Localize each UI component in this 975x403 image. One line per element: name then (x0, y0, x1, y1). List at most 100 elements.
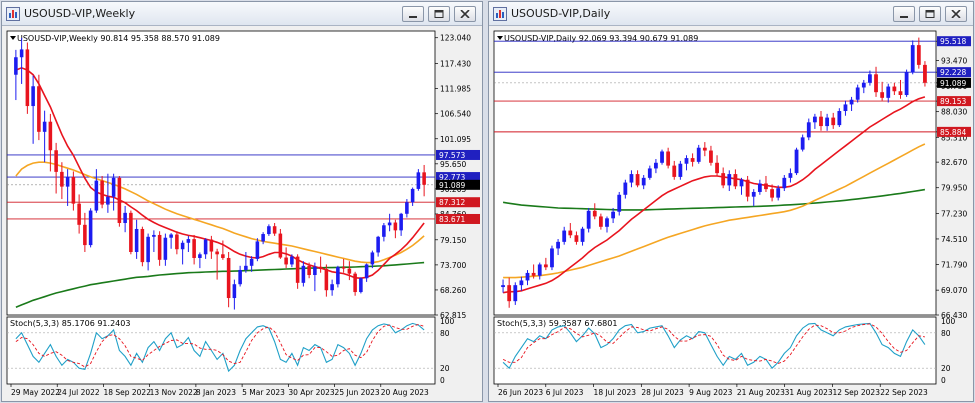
candle-body (209, 239, 214, 252)
candle-body (393, 222, 398, 231)
price-tag-label: 97.573 (439, 151, 465, 160)
candle-body (507, 285, 512, 302)
candle-body (678, 163, 683, 177)
candle-body (910, 45, 915, 73)
candle-body (598, 216, 603, 227)
weekly-title-bar[interactable]: USOUSD-VIP,Weekly (2, 2, 482, 26)
candle-body (788, 173, 793, 178)
candle-body (405, 202, 409, 214)
close-button[interactable] (454, 6, 476, 22)
price-tag (436, 149, 480, 160)
chart-header-ohlc: USOUSD-VIP,Daily 92.069 93.394 90.679 91… (504, 34, 698, 43)
candle-body (88, 210, 93, 246)
weekly-chart-window[interactable]: USOUSD-VIP,Weekly USOUSD-VIP,Weekly 90.8… (1, 1, 483, 402)
price-tag (436, 197, 480, 208)
candle-body (904, 72, 909, 96)
candle-body (31, 86, 35, 107)
weekly-chart-canvas[interactable]: USOUSD-VIP,Weekly 90.814 95.358 88.570 9… (2, 27, 482, 401)
stochastic-label: Stoch(5,3,3) 85.1706 91.2403 (10, 319, 130, 328)
candle-body (54, 150, 58, 172)
daily-chart-canvas[interactable]: USOUSD-VIP,Daily 92.069 93.394 90.679 91… (489, 27, 973, 401)
candle-body (525, 272, 530, 281)
stochastic-level-label: 0 (941, 376, 946, 385)
candle-body (180, 242, 185, 250)
close-button[interactable] (945, 6, 967, 22)
price-tag-label: 91.089 (439, 181, 465, 190)
candle-body (733, 174, 738, 187)
y-axis-tick-label: 82.670 (941, 158, 967, 167)
daily-chart-window[interactable]: USOUSD-VIP,Daily USOUSD-VIP,Daily 92.069… (488, 1, 974, 402)
candle-body (42, 121, 47, 132)
candle-body (14, 57, 18, 75)
candle-body (568, 230, 573, 236)
candle-body (48, 121, 53, 151)
candle-body (886, 86, 891, 98)
main-plot-area (6, 30, 436, 316)
daily-title-bar[interactable]: USOUSD-VIP,Daily (489, 2, 973, 26)
price-tag (937, 77, 971, 88)
candle-body (806, 122, 811, 138)
main-plot-area (493, 30, 937, 316)
candle-body (880, 92, 885, 98)
y-axis-tick-label: 106.540 (440, 110, 471, 119)
price-tag-label: 91.089 (940, 79, 966, 88)
y-axis-tick-label: 95.650 (440, 160, 466, 169)
x-axis-tick-label: 28 Jul 2023 (641, 388, 684, 397)
price-tag (937, 36, 971, 47)
header-triangle-icon (497, 36, 503, 40)
candle-body (764, 183, 768, 190)
candle-body (249, 258, 254, 266)
y-axis-tick-label: 71.790 (941, 261, 967, 270)
candle-body (186, 239, 191, 243)
candle-body (898, 91, 903, 96)
candle-body (336, 267, 340, 285)
candle-body (562, 230, 567, 242)
candle-body (586, 210, 591, 229)
chart-header-ohlc: USOUSD-VIP,Weekly 90.814 95.358 88.570 9… (17, 34, 220, 43)
stochastic-plot-area (493, 316, 937, 385)
candle-body (709, 150, 713, 163)
candle-body (825, 117, 830, 127)
stochastic-level-label: 80 (941, 329, 951, 338)
chart-app-icon (493, 7, 507, 21)
x-axis-tick-label: 21 Aug 2023 (737, 388, 785, 397)
candle-body (892, 86, 897, 92)
candle-body (19, 49, 24, 58)
candle-body (855, 87, 860, 100)
minimize-button[interactable] (402, 6, 424, 22)
candle-body (770, 189, 774, 198)
candle-body (513, 285, 518, 302)
candle-body (660, 151, 664, 163)
candle-body (353, 273, 357, 293)
candle-body (647, 168, 652, 178)
x-axis-tick-label: 26 Jun 2023 (498, 388, 543, 397)
candle-body (617, 194, 622, 212)
candle-body (721, 173, 726, 186)
candle-body (140, 228, 145, 263)
candle-body (727, 174, 732, 186)
candle-body (278, 233, 283, 258)
candle-body (134, 228, 139, 252)
candle-body (416, 172, 421, 189)
y-axis-tick-label: 85.310 (941, 133, 967, 142)
candle-body (370, 252, 375, 265)
minimize-button[interactable] (893, 6, 915, 22)
candle-body (702, 147, 707, 151)
y-axis-tick-label: 123.040 (440, 34, 471, 43)
candle-body (198, 254, 202, 258)
maximize-button[interactable] (428, 6, 450, 22)
candle-body (843, 104, 848, 112)
candle-body (290, 256, 294, 265)
x-axis-tick-label: 31 Aug 2023 (785, 388, 833, 397)
y-axis-tick-label: 77.230 (941, 209, 967, 218)
stochastic-main-line (502, 322, 926, 370)
candle-body (244, 265, 248, 270)
candle-body (819, 116, 823, 127)
maximize-button[interactable] (919, 6, 941, 22)
candle-body (307, 265, 311, 276)
candle-body (605, 218, 609, 227)
stochastic-plot-area (6, 316, 436, 385)
price-tag-label: 92.228 (940, 68, 966, 77)
candle-body (745, 179, 750, 197)
candle-body (684, 158, 689, 164)
